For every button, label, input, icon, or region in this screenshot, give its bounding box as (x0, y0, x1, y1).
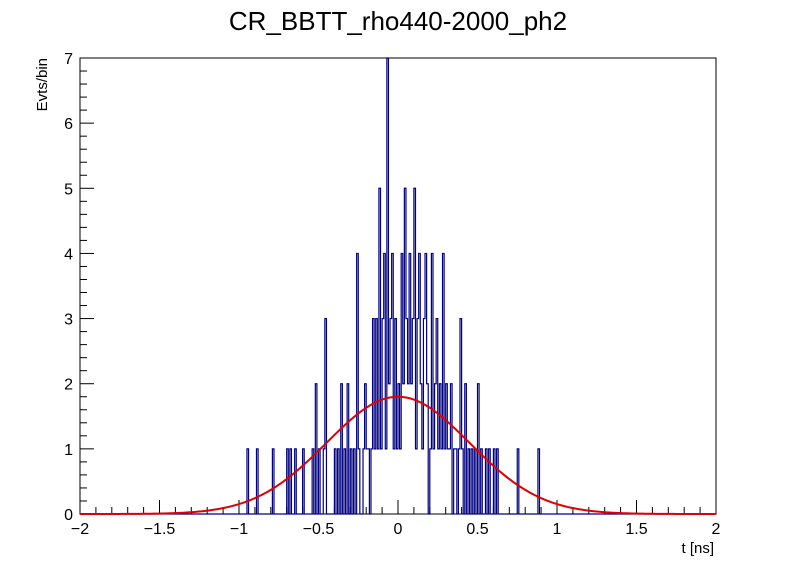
x-tick-label: 0 (394, 521, 403, 538)
y-tick-label: 3 (64, 312, 73, 329)
x-tick-label: 0.5 (466, 521, 488, 538)
y-axis-label: Evts/bin (34, 58, 51, 111)
x-tick-label: −1.5 (144, 521, 176, 538)
x-tick-label: 1.5 (625, 521, 647, 538)
x-axis: −2 −1.5 −1 −0.5 0 0.5 1 1.5 2 (71, 500, 721, 538)
x-tick-label: −1 (230, 521, 248, 538)
y-tick-label: 5 (64, 181, 73, 198)
y-tick-label: 6 (64, 116, 73, 133)
y-axis: 0 1 2 3 4 5 6 7 (64, 51, 94, 524)
y-tick-label: 1 (64, 442, 73, 459)
x-tick-label: 2 (712, 521, 721, 538)
x-tick-label: −2 (71, 521, 89, 538)
gaussian-fit-curve (80, 395, 716, 515)
chart-title: CR_BBTT_rho440-2000_ph2 (229, 6, 567, 36)
x-axis-label: t [ns] (681, 540, 714, 557)
x-tick-label: −0.5 (303, 521, 335, 538)
x-tick-label: 1 (553, 521, 562, 538)
y-tick-label: 2 (64, 377, 73, 394)
histogram-series (80, 57, 716, 515)
y-tick-label: 7 (64, 51, 73, 68)
y-tick-label: 0 (64, 507, 73, 524)
y-tick-label: 4 (64, 246, 73, 263)
